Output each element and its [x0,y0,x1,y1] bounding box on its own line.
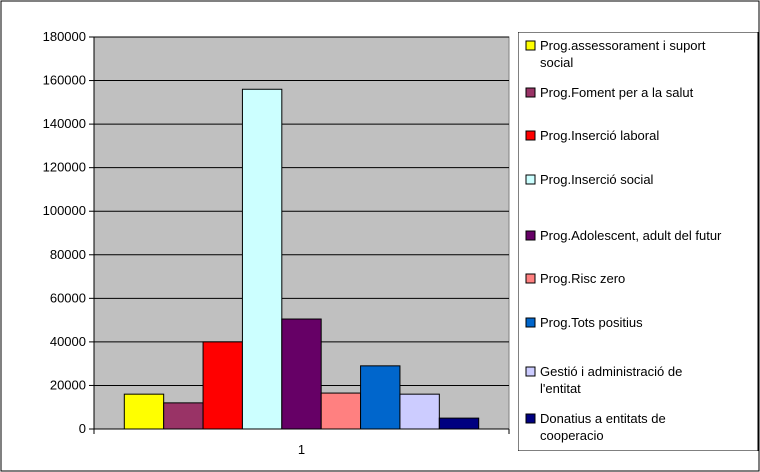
y-tick-label: 40000 [50,334,86,349]
bar [202,341,243,430]
legend-swatch [525,366,536,377]
legend-label: Prog.Inserció laboral [540,128,659,143]
legend-swatch [525,87,536,98]
y-tick-label: 180000 [43,29,86,44]
bar [399,393,440,430]
legend-box [518,32,759,451]
legend: Prog.assessorament i suport social Prog.Fo… [518,32,759,451]
bar [360,365,401,430]
x-tick-label: 1 [298,442,305,457]
y-tick-label: 80000 [50,247,86,262]
y-tick-label: 140000 [43,116,86,131]
legend-label: Prog.Inserció social [540,172,654,187]
legend-label: Prog.Tots positius [540,315,643,330]
legend-swatch [525,413,536,424]
legend-label: Prog.Foment per a la salut [540,85,694,100]
y-tick-label: 160000 [43,73,86,88]
bar [123,393,165,430]
bar [438,417,480,430]
bar [281,318,322,430]
legend-label: Prog.Risc zero [540,271,625,286]
legend-label: Gestió i administració de l'entitat [540,364,682,396]
bar [241,88,283,430]
y-tick-label: 100000 [43,203,86,218]
legend-swatch [525,174,536,185]
legend-swatch [525,317,536,328]
y-tick-label: 0 [79,421,86,436]
y-tick-label: 60000 [50,290,86,305]
legend-label: Prog.assessorament i suport social [540,38,706,70]
legend-swatch [525,130,536,141]
bar [163,402,204,430]
legend-swatch [525,273,536,284]
legend-label: Donatius a entitats de cooperacio [540,411,666,443]
y-tick-label: 120000 [43,160,86,175]
y-tick-label: 20000 [50,377,86,392]
legend-swatch [525,230,536,241]
legend-swatch [525,40,536,51]
legend-label: Prog.Adolescent, adult del futur [540,228,722,243]
bar [320,392,362,430]
